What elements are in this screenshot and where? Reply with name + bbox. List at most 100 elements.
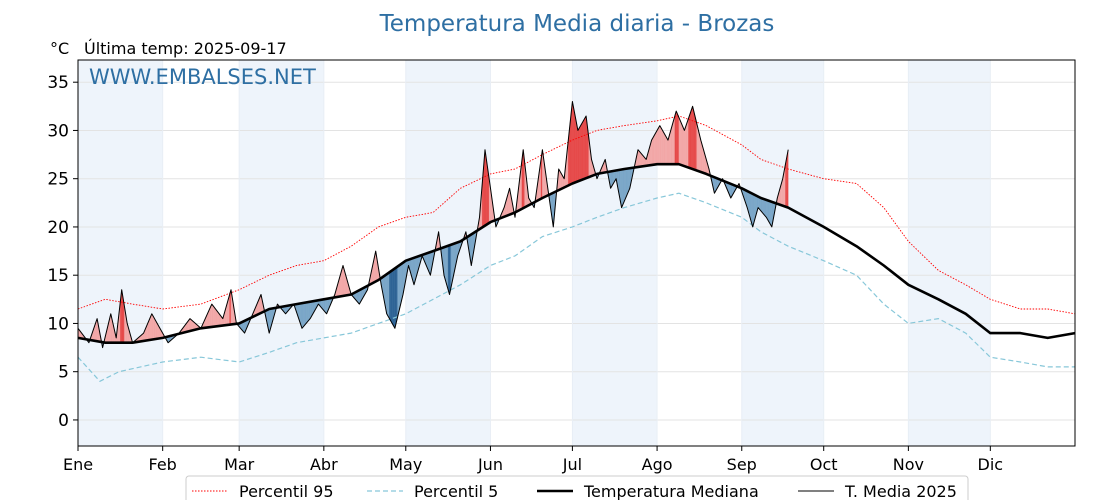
x-axis: Ene Feb Mar Abr May Jun Jul Ago Sep Oct Nov Dic xyxy=(63,446,1003,474)
unit-label: °C xyxy=(50,39,69,58)
fill-below-median xyxy=(307,301,309,323)
fill-below-median xyxy=(624,168,626,202)
x-tick-label-jul: Jul xyxy=(562,455,582,474)
fill-above-median xyxy=(580,122,583,181)
y-tick-label: 25 xyxy=(47,170,69,190)
x-tick-label-sep: Sep xyxy=(727,455,757,474)
median-line xyxy=(77,162,1076,344)
fill-below-median xyxy=(447,245,450,295)
y-tick-label: 10 xyxy=(47,314,69,334)
fill-above-median xyxy=(584,115,587,179)
fill-below-median xyxy=(625,168,628,199)
x-tick-label-dic: Dic xyxy=(978,455,1004,474)
fill-above-median xyxy=(692,106,695,170)
fill-below-median xyxy=(621,169,624,208)
x-tick-label-nov: Nov xyxy=(893,455,924,474)
chart-title: Temperatura Media diaria - Brozas xyxy=(379,11,775,37)
fill-below-median xyxy=(762,198,764,215)
x-tick-label-ago: Ago xyxy=(642,455,673,474)
plot-frame xyxy=(77,59,1076,447)
fill-above-median xyxy=(656,127,659,165)
last-temp-label: Última temp: 2025-09-17 xyxy=(84,39,287,58)
fill-below-median xyxy=(397,265,400,318)
fill-above-median xyxy=(573,108,576,184)
month-band-sep xyxy=(741,60,824,446)
fill-above-median xyxy=(676,111,678,165)
fill-below-median xyxy=(304,302,307,326)
fill-above-median xyxy=(654,132,656,165)
fill-below-median xyxy=(390,270,393,325)
fill-above-median xyxy=(661,127,663,165)
fill-above-median xyxy=(651,137,654,166)
fill-below-median xyxy=(308,301,311,321)
fill-above-median xyxy=(662,129,665,165)
fill-above-median xyxy=(215,309,218,327)
fill-above-median xyxy=(663,132,666,165)
legend-label-p95: Percentil 95 xyxy=(239,482,334,500)
fill-below-median xyxy=(391,269,394,327)
legend-box xyxy=(185,475,969,500)
fill-above-median xyxy=(572,101,574,184)
fill-above-median xyxy=(214,307,217,327)
fill-above-median xyxy=(577,127,580,182)
fill-above-median xyxy=(655,129,658,165)
fill-below-median xyxy=(393,268,396,329)
fill-above-median xyxy=(652,134,655,165)
y-tick-label: 30 xyxy=(47,121,69,141)
fill-below-median xyxy=(622,168,625,205)
x-tick-label-ene: Ene xyxy=(63,455,93,474)
fill-above-median xyxy=(674,111,677,165)
fill-below-median xyxy=(387,272,390,320)
fill-above-median xyxy=(213,305,215,327)
fill-above-median xyxy=(688,114,691,169)
fill-above-median xyxy=(671,120,674,165)
y-tick-label: 0 xyxy=(58,411,69,431)
fill-above-median xyxy=(680,120,682,166)
fill-above-median xyxy=(678,117,681,165)
fill-above-median xyxy=(673,115,675,165)
month-band-mar xyxy=(239,60,324,446)
y-tick-label: 15 xyxy=(47,266,69,286)
fill-above-median xyxy=(686,118,689,168)
x-tick-label-oct: Oct xyxy=(810,455,838,474)
fill-above-median xyxy=(152,315,155,340)
fill-below-median xyxy=(768,200,771,226)
fill-above-median xyxy=(684,126,686,167)
series-lines xyxy=(77,101,1076,382)
fill-below-median xyxy=(770,201,772,228)
legend-label-median: Temperatura Mediana xyxy=(583,482,759,500)
y-tick-label: 35 xyxy=(47,73,69,93)
fill-above-median xyxy=(685,122,688,168)
fill-below-median xyxy=(305,302,308,324)
fill-below-median xyxy=(396,266,398,323)
fill-below-median xyxy=(398,264,401,312)
fill-above-median xyxy=(691,106,693,170)
month-band-nov xyxy=(908,60,991,446)
fill-below-median xyxy=(764,199,767,218)
y-tick-label: 5 xyxy=(58,363,69,383)
fill-above-median xyxy=(689,110,692,169)
fill-below-median xyxy=(386,272,389,317)
x-tick-label-jun: Jun xyxy=(477,455,503,474)
fill-above-median xyxy=(681,123,684,166)
month-band-ene xyxy=(78,60,163,446)
legend: Percentil 95 Percentil 5 Temperatura Media… xyxy=(185,475,969,500)
fill-above-median xyxy=(581,120,584,180)
fill-above-median xyxy=(189,318,192,332)
fill-above-median xyxy=(696,123,699,172)
current-2025-line xyxy=(77,101,789,349)
fill-above-median xyxy=(639,150,641,168)
fill-above-median xyxy=(677,114,680,165)
x-tick-label-feb: Feb xyxy=(149,455,177,474)
fill-above-median xyxy=(637,149,640,168)
fill-above-median xyxy=(693,111,696,171)
x-tick-label-abr: Abr xyxy=(310,455,338,474)
watermark: WWW.EMBALSES.NET xyxy=(89,65,316,89)
fill-above-median xyxy=(665,134,667,165)
fill-below-median xyxy=(325,298,327,315)
fill-below-median xyxy=(446,245,449,290)
p5-line xyxy=(77,192,1075,382)
fill-below-median xyxy=(394,267,397,329)
fill-above-median xyxy=(658,125,660,165)
fill-below-median xyxy=(301,302,304,329)
